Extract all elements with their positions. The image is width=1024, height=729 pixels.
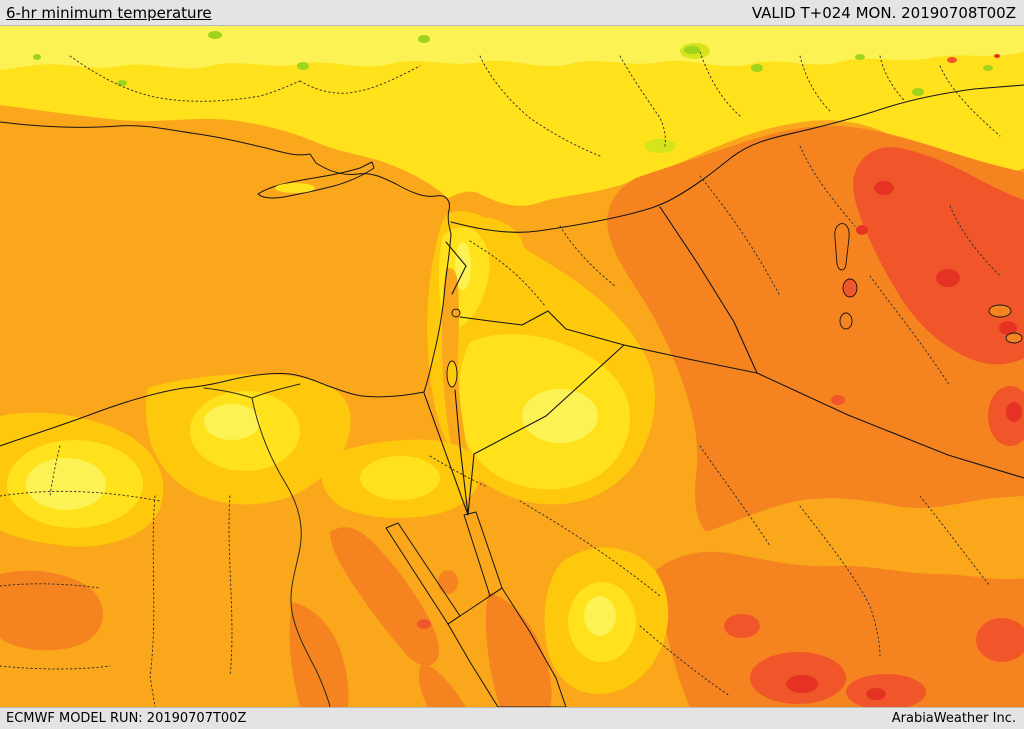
contour-pale-lebanon (455, 242, 471, 290)
dotted-boundary (699, 445, 771, 547)
contour-deepred (786, 675, 818, 693)
mediterranean-coastline (0, 121, 452, 447)
contour-speck (947, 57, 957, 63)
contour-darkorange-redsea-west (419, 662, 466, 707)
contour-speck (644, 139, 676, 153)
dead-sea (446, 360, 458, 388)
contour-darkorange-suez-ridge (330, 527, 440, 666)
dotted-boundary (0, 665, 111, 670)
contour-speck (208, 31, 222, 39)
dotted-boundary (479, 55, 601, 157)
temperature-map-svg (0, 26, 1024, 707)
red-sea (447, 587, 567, 707)
model-run-label: ECMWF MODEL RUN: 20190707T00Z (6, 711, 247, 726)
contour-darkorange-sinai (438, 570, 458, 594)
contour-speck (751, 64, 763, 72)
contour-speck (684, 46, 700, 54)
nile-delta-branch (203, 387, 253, 399)
border-iraq-saudi (756, 372, 1024, 479)
border-lebanon (445, 241, 467, 295)
contour-red-blob (831, 395, 845, 405)
contour-deepred (866, 688, 886, 700)
dotted-boundary (469, 240, 546, 307)
contour-orange-riftvalley (442, 268, 476, 494)
contour-pale-egypt-west (26, 458, 106, 510)
border-egypt-israel (423, 392, 469, 516)
dotted-boundary (299, 65, 421, 94)
sea-of-galilee (451, 308, 461, 318)
contour-darkorange-southeast (656, 551, 1024, 707)
footer-bar: ECMWF MODEL RUN: 20190707T00Z ArabiaWeat… (0, 707, 1024, 729)
contour-deepred (999, 321, 1017, 335)
nile-river (251, 397, 331, 707)
border-syria-iraq (659, 206, 758, 374)
border-israel-jordan (454, 389, 469, 516)
header-bar: 6-hr minimum temperature VALID T+024 MON… (0, 0, 1024, 26)
page-title: 6-hr minimum temperature (6, 3, 212, 22)
contour-red-blob (976, 618, 1024, 662)
contour-yellow-negev (360, 456, 440, 500)
contour-red-sinai (417, 619, 431, 629)
border-iraq-jordan (565, 328, 758, 374)
contour-pale-jordan (522, 389, 598, 443)
dotted-boundary (879, 55, 906, 102)
dotted-boundary (519, 500, 661, 597)
contour-red-blob (724, 614, 760, 638)
contour-speck (297, 62, 309, 70)
dotted-boundary (149, 495, 156, 707)
credit-label: ArabiaWeather Inc. (891, 711, 1016, 726)
cyprus-island (257, 161, 375, 199)
contour-deepred (874, 181, 894, 195)
dotted-boundary (799, 145, 856, 227)
dotted-boundary (949, 205, 1001, 277)
contour-pale-top (0, 26, 1024, 70)
dotted-boundary (869, 275, 951, 387)
border-turkey (450, 84, 1024, 233)
lake (988, 304, 1012, 318)
border-jordan-saudi (467, 344, 625, 516)
valid-time-label: VALID T+024 MON. 20190708T00Z (751, 3, 1016, 22)
lake-tharthar (834, 223, 850, 271)
dotted-boundary (699, 175, 781, 297)
lake (842, 278, 858, 298)
contour-speck (912, 88, 924, 96)
contour-speck (418, 35, 430, 43)
nile-delta-branch (251, 383, 301, 399)
contour-red-blob (846, 674, 926, 707)
dotted-boundary (429, 455, 486, 487)
dotted-boundary (799, 55, 831, 112)
lake (1005, 332, 1023, 344)
contour-darkorange-nile-east (289, 602, 349, 707)
contour-deepred (856, 225, 868, 235)
contour-deepred (936, 269, 960, 287)
contour-deepred (1006, 402, 1022, 422)
dotted-boundary (939, 65, 1001, 137)
dotted-boundary (49, 445, 61, 497)
contour-speck (855, 54, 865, 60)
contour-red-blob (988, 386, 1024, 446)
contour-darkorange-hejaz (485, 592, 552, 707)
contour-speck (117, 80, 127, 86)
dotted-boundary (228, 495, 233, 677)
dotted-boundary (639, 625, 731, 697)
contour-speck (33, 54, 41, 60)
border-syria-jordan (459, 310, 567, 330)
contour-pale-nafud (584, 596, 616, 636)
dotted-boundary (799, 505, 881, 657)
map-canvas (0, 26, 1024, 707)
dotted-boundary (0, 490, 161, 502)
contour-speck (983, 65, 993, 71)
contour-yellow-cyprus (275, 183, 315, 193)
lake (839, 312, 853, 330)
contour-pale-delta (204, 404, 260, 440)
contour-speck (994, 54, 1000, 58)
dotted-boundary (699, 51, 741, 117)
dotted-boundary (919, 495, 991, 587)
contour-darkorange-egypt-sw (0, 570, 103, 651)
contour-red-east (853, 147, 1024, 365)
contour-yellow-north (0, 26, 1024, 206)
